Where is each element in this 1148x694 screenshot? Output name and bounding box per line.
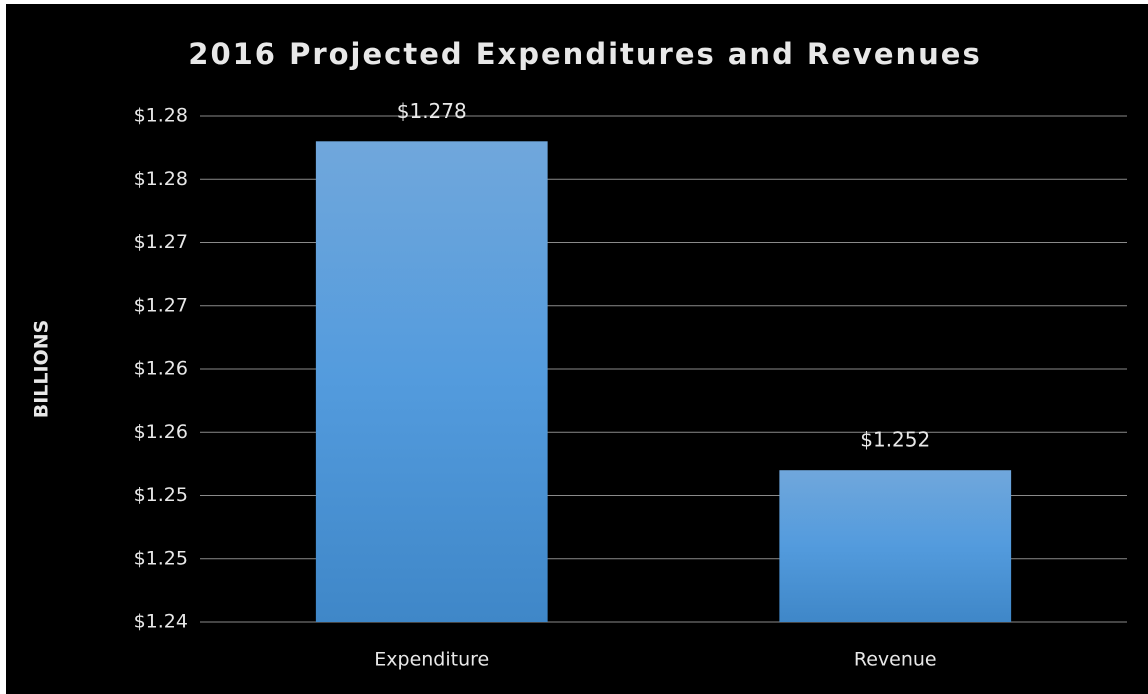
y-tick-label: $1.28 xyxy=(134,168,188,190)
data-label: $1.252 xyxy=(860,428,930,452)
y-tick-label: $1.27 xyxy=(134,294,188,316)
bar xyxy=(779,470,1012,622)
y-axis-label: BILLIONS xyxy=(31,320,53,419)
y-tick-label: $1.25 xyxy=(134,484,188,506)
chart-title: 2016 Projected Expenditures and Revenues xyxy=(188,37,981,71)
x-tick-label: Expenditure xyxy=(374,649,489,671)
y-tick-label: $1.25 xyxy=(134,547,188,569)
y-tick-label: $1.24 xyxy=(134,611,188,633)
data-label: $1.278 xyxy=(397,99,467,123)
y-tick-label: $1.26 xyxy=(134,358,188,380)
y-tick-label: $1.27 xyxy=(134,231,188,253)
x-tick-label: Revenue xyxy=(854,649,937,671)
y-tick-label: $1.26 xyxy=(134,421,188,443)
y-tick-label: $1.28 xyxy=(134,105,188,127)
bar xyxy=(315,141,548,623)
